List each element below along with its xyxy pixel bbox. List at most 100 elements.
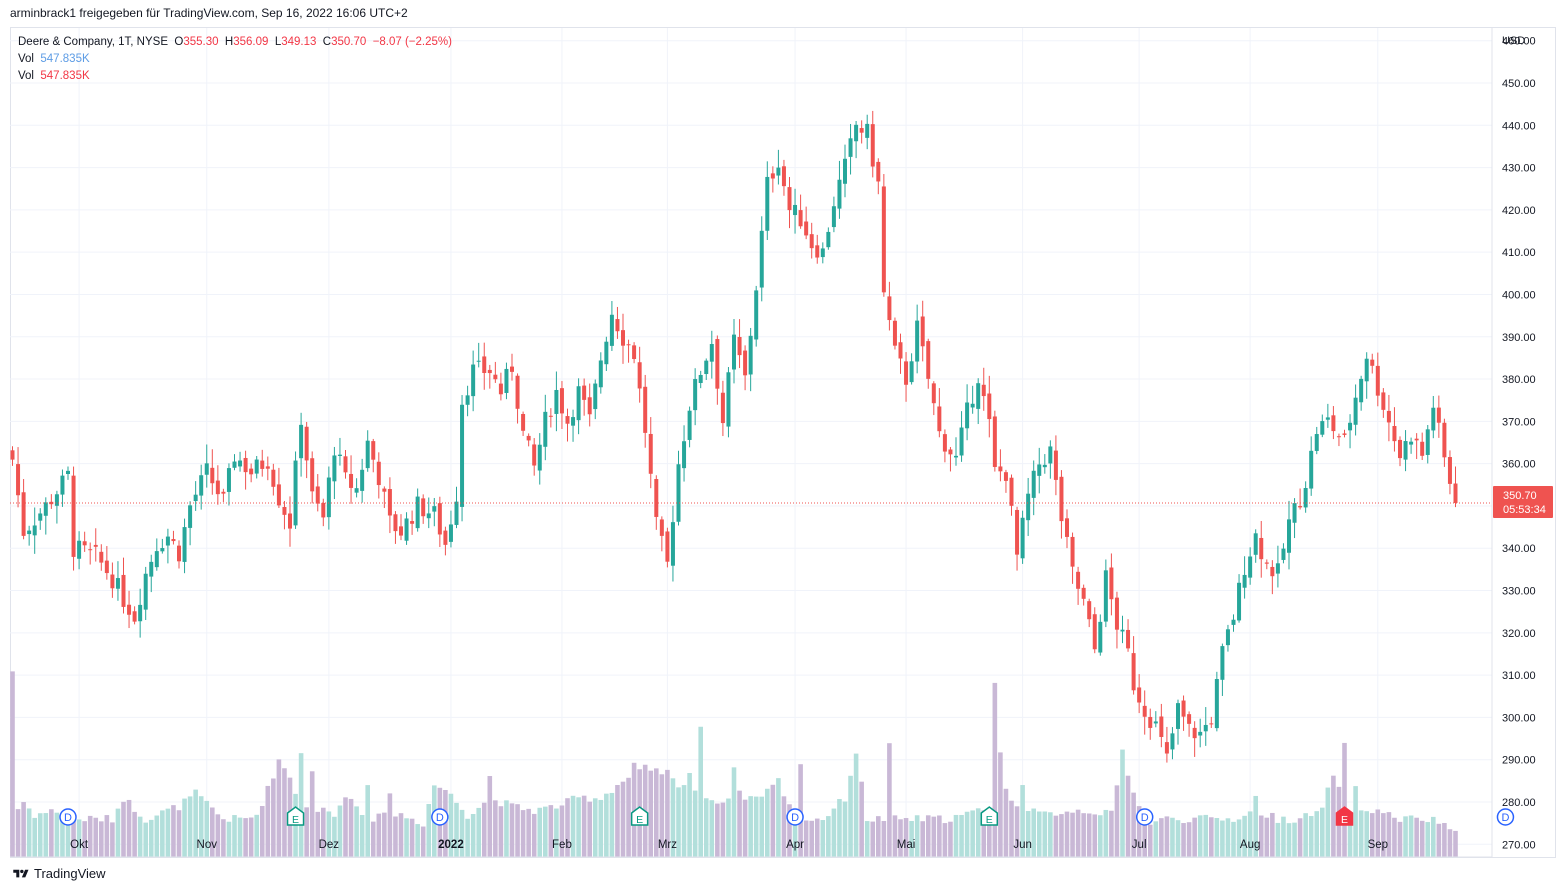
volume-bar <box>814 818 820 857</box>
volume-bar <box>892 815 898 857</box>
volume-bar <box>1142 821 1147 857</box>
candle-body <box>110 574 115 589</box>
volume-bar <box>554 808 559 857</box>
candle-body <box>587 397 592 415</box>
dividend-marker[interactable]: D <box>431 808 449 826</box>
volume-bar <box>1064 811 1070 857</box>
candle-body <box>1003 472 1008 481</box>
volume-bar <box>415 824 420 857</box>
candle-body <box>576 386 581 421</box>
volume-bar <box>160 810 165 857</box>
candle-body <box>598 360 603 388</box>
volume-bar <box>898 819 903 857</box>
time-axis: Okt Nov Dez 2022 Feb Mrz Apr Mai Jun Jul Aug Sep <box>70 839 1388 851</box>
candle-body <box>1131 653 1136 691</box>
volume-bar <box>1342 742 1347 857</box>
candle-body <box>515 375 520 409</box>
candle-body <box>1414 438 1419 441</box>
candle-body <box>354 488 359 493</box>
volume-bar <box>1053 815 1059 857</box>
volume-bar <box>820 820 826 857</box>
volume-bar <box>920 821 925 857</box>
volume-bar <box>776 778 781 857</box>
svg-text:E: E <box>292 814 299 826</box>
candle-body <box>1170 733 1175 750</box>
dividend-marker[interactable]: D <box>786 808 804 826</box>
y-tick-label: 430.00 <box>1502 163 1536 175</box>
candle-body <box>1081 587 1086 599</box>
volume-bar <box>781 796 787 857</box>
volume-bar <box>970 810 975 857</box>
volume-bar <box>43 813 49 857</box>
candle-body <box>332 455 337 482</box>
volume-bar <box>681 785 687 857</box>
volume-bar <box>903 818 909 857</box>
volume-bar <box>1297 818 1303 857</box>
candle-body <box>498 383 503 395</box>
y-tick-label: 270.00 <box>1502 839 1536 851</box>
volume-bar <box>615 785 620 857</box>
earnings-marker[interactable]: E <box>980 806 999 826</box>
candle-body <box>215 480 220 495</box>
volume-bar <box>210 807 215 857</box>
volume-bar <box>171 805 176 857</box>
volume-bar <box>1048 812 1053 857</box>
volume-bar <box>731 767 737 857</box>
candle-body <box>798 210 803 227</box>
volume-bar <box>76 819 82 857</box>
candle-body <box>226 468 231 492</box>
candle-body <box>1392 426 1397 442</box>
volume-bar <box>665 769 670 857</box>
candle-body <box>1287 519 1291 553</box>
dividend-marker[interactable]: D <box>59 808 77 826</box>
earnings-marker[interactable]: E <box>630 806 649 826</box>
candle-body <box>1181 700 1186 717</box>
candle-body <box>376 461 381 486</box>
dividend-marker[interactable]: D <box>1496 808 1515 826</box>
candle-body <box>365 440 370 469</box>
volume-bar <box>698 726 703 857</box>
candle-body <box>93 544 98 547</box>
x-tick-label: Aug <box>1240 839 1260 851</box>
volume-bar <box>909 820 914 857</box>
candle-body <box>138 604 143 622</box>
candle-body <box>976 383 981 409</box>
candle-body <box>426 513 431 519</box>
volume-bar <box>1386 812 1392 857</box>
candle-body <box>238 460 243 467</box>
candle-body <box>232 461 237 468</box>
candle-body <box>1225 629 1230 646</box>
volume-bar <box>454 802 459 857</box>
candle-body <box>149 561 154 577</box>
volume-bar <box>526 808 531 857</box>
volume-bar <box>1375 809 1381 857</box>
volume-bar <box>598 799 604 857</box>
volume-bar <box>1292 822 1297 857</box>
volume-bar <box>1164 816 1170 857</box>
volume-bar <box>853 753 859 857</box>
volume-bar <box>198 796 204 857</box>
volume-bar <box>1220 820 1225 857</box>
candle-body <box>709 344 714 362</box>
candle-body <box>1015 509 1020 555</box>
earnings-marker[interactable]: E <box>286 806 305 826</box>
candle-body <box>476 360 481 362</box>
earnings-marker[interactable]: E <box>1335 806 1354 826</box>
volume-bar <box>343 797 348 857</box>
footer[interactable]: TradingView <box>12 866 106 881</box>
candle-body <box>165 536 170 546</box>
volume-bar <box>60 815 65 857</box>
candle-body <box>254 459 259 474</box>
low-value: 349.13 <box>281 36 317 48</box>
candle-body <box>38 513 43 521</box>
candle-body <box>160 548 165 552</box>
candle-body <box>987 393 992 420</box>
dividend-marker[interactable]: D <box>1135 808 1154 826</box>
candle-body <box>687 410 692 440</box>
candle-body <box>726 372 731 427</box>
volume-bar <box>121 801 126 857</box>
volume-bar <box>1431 816 1436 857</box>
candle-body <box>615 319 620 332</box>
volume-bar <box>1392 817 1397 857</box>
